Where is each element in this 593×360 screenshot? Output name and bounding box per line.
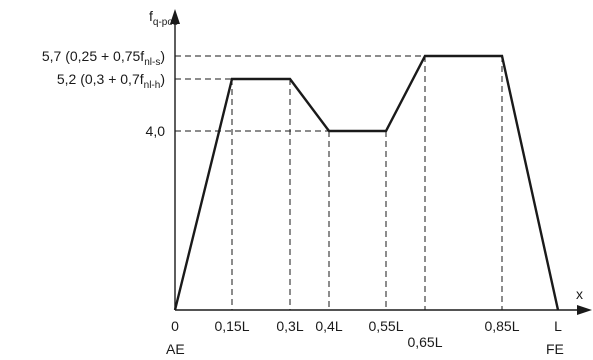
x-tick-label: 0,4L bbox=[315, 318, 342, 334]
profile-line bbox=[173, 54, 560, 311]
x-tick-label: L bbox=[554, 318, 562, 334]
profile-series bbox=[173, 54, 560, 311]
axes bbox=[170, 9, 592, 315]
x-axis-arrowhead bbox=[577, 305, 592, 315]
y-tick-label: 5,2 (0,3 + 0,7fnl-h) bbox=[57, 71, 165, 91]
x-tick-label: 0,55L bbox=[368, 318, 403, 334]
x-tick-label: 0,85L bbox=[484, 318, 519, 334]
x-tick-label: 0,15L bbox=[214, 318, 249, 334]
y-tick-label: 5,7 (0,25 + 0,75fnl-s) bbox=[42, 48, 165, 68]
x-axis-label: x bbox=[576, 286, 583, 302]
x-end-label: FE bbox=[546, 341, 564, 357]
y-axis-arrowhead bbox=[170, 9, 180, 24]
guide-lines bbox=[175, 55, 503, 310]
x-start-label: AE bbox=[166, 341, 185, 357]
x-tick-label: 0 bbox=[171, 318, 179, 334]
y-tick-label: 4,0 bbox=[146, 123, 166, 139]
y-axis-label: fq-pos bbox=[149, 8, 178, 28]
x-tick-label: 0,3L bbox=[276, 318, 303, 334]
x-tick-label: 0,65L bbox=[407, 334, 442, 350]
axis-titles: fq-pos x AE FE bbox=[149, 8, 583, 357]
